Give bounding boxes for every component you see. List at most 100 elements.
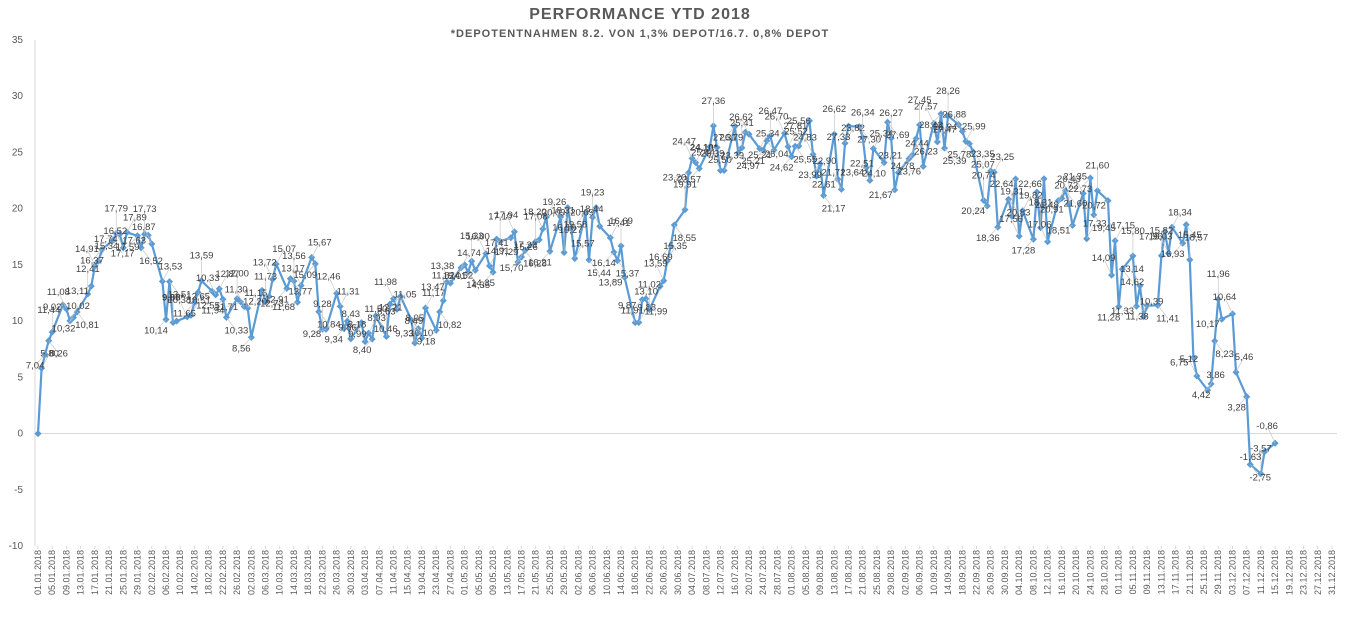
data-label-leader <box>660 245 672 258</box>
data-point <box>919 162 927 170</box>
data-label: 14,09 <box>1092 253 1116 264</box>
x-tick-label: 06.03.2018 <box>261 550 271 595</box>
data-label: 15,07 <box>272 244 296 255</box>
x-tick-label: 29.05.2018 <box>559 550 569 595</box>
data-point <box>1182 221 1190 229</box>
data-point <box>642 295 650 303</box>
data-label-leader <box>1236 396 1247 408</box>
data-label: 16,69 <box>649 252 673 263</box>
data-point <box>471 266 479 274</box>
data-label-leader <box>723 155 733 171</box>
data-label-leader <box>179 299 188 317</box>
data-label: 16,10 <box>552 223 576 234</box>
data-label: 10,46 <box>374 324 398 335</box>
data-label-leader <box>1065 190 1076 204</box>
data-label-leader <box>795 120 810 127</box>
data-label-leader <box>143 226 153 244</box>
data-label-leader <box>873 133 882 149</box>
data-label: 26,70 <box>765 111 789 122</box>
x-tick-label: 28.10.2018 <box>1099 550 1109 595</box>
data-label-leader <box>1074 176 1084 194</box>
data-label: 27,69 <box>886 130 910 141</box>
x-tick-label: 10.06.2018 <box>602 550 612 595</box>
x-tick-label: 03.12.2018 <box>1227 550 1237 595</box>
data-label: 11,91 <box>621 306 644 317</box>
data-label-leader <box>34 354 46 366</box>
data-label: 20,24 <box>961 206 985 217</box>
data-label: 17,15 <box>1111 221 1135 232</box>
data-label: -2,75 <box>1249 472 1271 483</box>
data-point <box>1083 235 1091 243</box>
data-label: -1,63 <box>1240 452 1262 463</box>
data-label-leader <box>781 156 792 168</box>
data-label-leader <box>276 288 288 300</box>
x-tick-label: 01.05.2018 <box>460 550 470 595</box>
y-tick-label: 10 <box>12 316 24 327</box>
data-label: 21,60 <box>1063 199 1087 210</box>
data-label: 17,17 <box>111 248 135 259</box>
data-label: 10,84 <box>317 320 341 331</box>
data-point <box>706 143 714 151</box>
data-label-leader <box>591 209 600 227</box>
data-label-leader <box>674 224 685 239</box>
data-label-leader <box>944 124 959 130</box>
data-label: 15,44 <box>587 268 611 279</box>
data-label-leader <box>264 262 273 280</box>
data-label: 17,56 <box>999 214 1023 225</box>
data-point <box>261 298 270 306</box>
data-label: 23,76 <box>897 166 921 177</box>
data-label: 11,98 <box>374 277 397 288</box>
data-label-leader <box>575 213 586 225</box>
data-label: 25,34 <box>756 129 780 140</box>
data-label: 20,74 <box>972 170 996 181</box>
data-point <box>62 305 70 313</box>
data-label: 22,64 <box>990 179 1014 190</box>
data-label: 22,61 <box>812 179 836 190</box>
x-tick-label: 05.08.2018 <box>801 550 811 595</box>
x-tick-label: 18.06.2018 <box>630 550 640 595</box>
data-label-leader <box>48 304 63 311</box>
data-label: 27,45 <box>908 95 932 106</box>
data-label: 12,00 <box>225 269 249 280</box>
x-tick-label: 18.09.2018 <box>957 550 967 595</box>
x-tick-label: 12.10.2018 <box>1043 550 1053 595</box>
x-tick-label: 21.08.2018 <box>858 550 868 595</box>
data-label: 9,88* <box>162 292 184 303</box>
data-point <box>308 253 316 261</box>
data-label: 11,71 <box>215 302 238 313</box>
data-label: 8,26 <box>49 349 68 360</box>
x-tick-label: 25.08.2018 <box>872 550 882 595</box>
data-label-leader <box>339 291 349 307</box>
data-label: 9,33 <box>395 329 414 340</box>
data-label: 17,28 <box>1011 245 1035 256</box>
data-label-leader <box>759 149 774 156</box>
data-label-leader <box>1022 195 1031 211</box>
x-tick-label: 22.06.2018 <box>644 550 654 595</box>
data-label: 13,10 <box>634 286 658 297</box>
data-point <box>1211 337 1219 345</box>
data-label-leader <box>134 235 149 241</box>
data-label-leader <box>646 285 661 292</box>
data-label: 20,83 <box>1007 207 1031 218</box>
data-point <box>1232 368 1240 376</box>
data-point <box>343 317 351 325</box>
data-label: 17,73 <box>133 204 157 215</box>
x-tick-label: 29.08.2018 <box>886 550 896 595</box>
data-label-leader <box>368 318 377 334</box>
data-point <box>884 118 892 126</box>
data-label: 12,87 <box>215 269 239 280</box>
data-label: 9,86 <box>338 323 357 334</box>
data-point <box>244 304 252 312</box>
data-label: 25,07 <box>971 160 995 171</box>
x-tick-label: 02.03.2018 <box>246 550 256 595</box>
data-label-leader <box>776 116 785 134</box>
data-label-leader <box>126 217 136 233</box>
x-tick-label: 28.07.2018 <box>772 550 782 595</box>
data-label: 11,68 <box>272 302 295 313</box>
data-point <box>617 242 625 250</box>
data-label-leader <box>1131 268 1141 286</box>
x-tick-label: 09.01.2018 <box>61 550 71 595</box>
x-tick-label: 26.02.2018 <box>232 550 242 595</box>
data-label: 15,26 <box>514 242 538 253</box>
